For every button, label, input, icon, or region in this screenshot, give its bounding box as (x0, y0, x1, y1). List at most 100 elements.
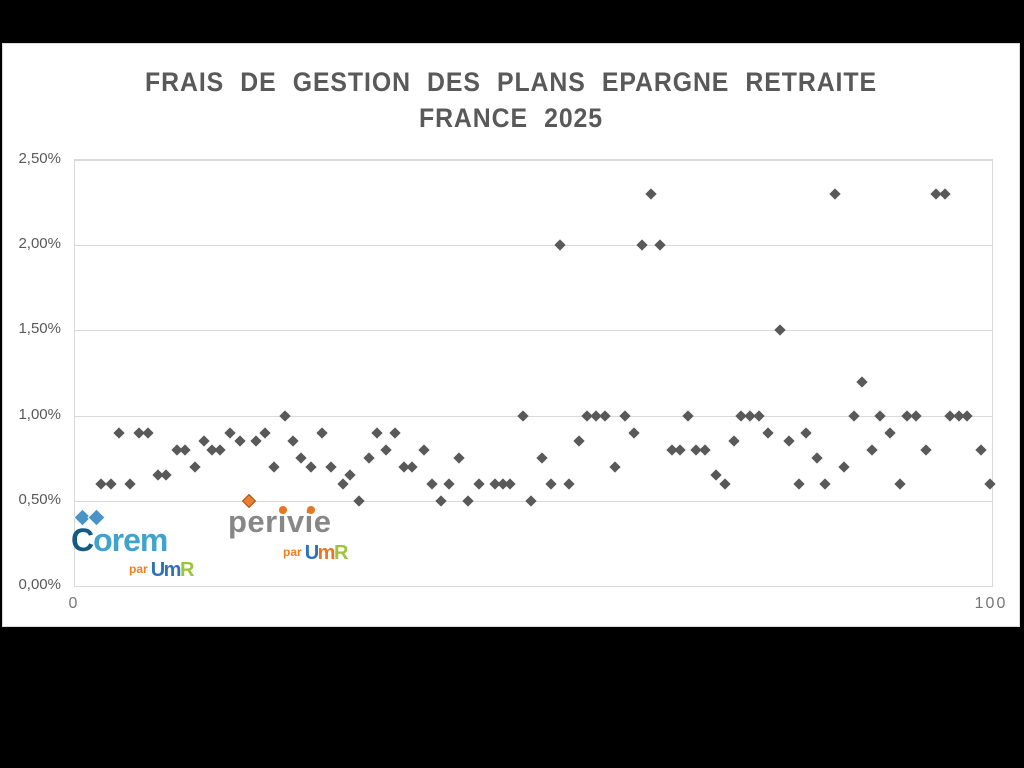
scatter-point (160, 469, 172, 481)
scatter-point (525, 495, 537, 507)
corem-letter-c: C (71, 522, 94, 558)
umr-letter-m: m (163, 559, 182, 581)
corem-letters-orem: orem (93, 522, 168, 558)
umr-letter-u: U (150, 559, 165, 581)
y-tick-label: 0,50% (18, 490, 61, 508)
scatter-point (984, 478, 996, 490)
scatter-point (363, 452, 376, 464)
scatter-point (961, 409, 973, 422)
scatter-point (443, 478, 455, 490)
scatter-point (105, 478, 117, 490)
scatter-point (545, 478, 557, 490)
umr-letter-u: U (304, 542, 319, 564)
scatter-point (426, 478, 438, 490)
scatter-point (113, 426, 125, 439)
gridline (75, 330, 992, 332)
scatter-point (619, 409, 631, 422)
scatter-point (304, 461, 317, 473)
gridline (75, 586, 992, 587)
y-tick-label: 0,00% (18, 576, 61, 593)
scatter-point (142, 426, 155, 439)
scatter-point (838, 461, 851, 473)
scatter-point (294, 452, 307, 464)
scatter-point (848, 409, 861, 422)
scatter-point (654, 239, 666, 251)
y-tick-label: 2,00% (18, 235, 61, 253)
scatter-point (344, 469, 356, 481)
scatter-point (636, 239, 648, 251)
x-tick-label: 0 (68, 595, 80, 612)
scatter-point (792, 478, 805, 490)
scatter-point (259, 426, 271, 439)
scatter-point (762, 426, 774, 439)
scatter-point (473, 478, 486, 490)
scatter-point (939, 188, 951, 200)
scatter-point (406, 461, 419, 473)
scatter-point (811, 452, 823, 464)
scatter-point (563, 478, 575, 490)
y-tick-label: 2,50% (18, 150, 61, 167)
scatter-point (628, 426, 641, 439)
scatter-point (866, 444, 878, 456)
scatter-point (462, 495, 475, 507)
scatter-point (573, 435, 586, 447)
gridline (75, 245, 992, 247)
chart-title: FRAIS DE GESTION DES PLANS EPARGNE RETRA… (44, 64, 979, 136)
scatter-point (325, 461, 337, 473)
scatter-point (554, 239, 566, 251)
scatter-point (214, 444, 226, 456)
scatter-point (198, 435, 210, 447)
scatter-point (800, 426, 812, 439)
perivie-i-dot-icon (307, 506, 315, 514)
corem-logo: Corem par UmR (71, 509, 196, 583)
scatter-point (316, 426, 328, 439)
scatter-point (710, 469, 722, 481)
umr-letter-r: R (179, 559, 194, 581)
perivie-logo: perivie par UmR (228, 500, 348, 566)
chart-title-line-2: FRANCE 2025 (418, 103, 604, 133)
scatter-point (453, 452, 465, 464)
chart-title-line-1: FRAIS DE GESTION DES PLANS EPARGNE RETRA… (145, 67, 877, 97)
scatter-point (224, 426, 236, 439)
corem-par-label: par (129, 562, 148, 576)
scatter-point (910, 409, 922, 422)
scatter-point (609, 461, 621, 473)
scatter-point (353, 495, 365, 507)
scatter-point (975, 444, 987, 456)
perivie-par-umr: par UmR (283, 542, 348, 565)
scatter-point (920, 444, 932, 456)
perivie-i-dot-icon (279, 506, 287, 514)
scatter-point (279, 409, 291, 422)
scatter-point (894, 478, 906, 490)
scatter-point (783, 435, 795, 447)
y-tick-label: 1,00% (18, 405, 61, 423)
scatter-point (234, 435, 246, 447)
x-tick-label: 100 (974, 595, 1008, 612)
scatter-point (124, 478, 136, 490)
corem-par-umr: par UmR (129, 559, 194, 582)
scatter-point (418, 444, 431, 456)
scatter-point (753, 409, 765, 422)
scatter-point (674, 444, 686, 456)
umr-letter-m: m (317, 542, 336, 564)
scatter-point (380, 444, 392, 456)
scatter-point (249, 435, 262, 447)
gridline (75, 415, 992, 417)
scatter-point (371, 426, 383, 439)
scatter-point (503, 478, 516, 490)
scatter-point (435, 495, 447, 507)
y-tick-label: 1,50% (18, 320, 61, 338)
scatter-point (536, 452, 548, 464)
scatter-point (774, 324, 786, 337)
chart-slide: FRAIS DE GESTION DES PLANS EPARGNE RETRA… (2, 43, 1020, 627)
scatter-point (728, 435, 740, 447)
gridline (75, 160, 992, 161)
perivie-par-label: par (283, 545, 302, 559)
scatter-point (884, 426, 896, 439)
scatter-point (856, 375, 868, 388)
scatter-point (189, 461, 201, 473)
plot-area: Corem par UmR perivie par UmR (71, 159, 996, 587)
scatter-point (517, 409, 530, 422)
umr-letter-r: R (333, 542, 348, 564)
scatter-point (719, 478, 731, 490)
